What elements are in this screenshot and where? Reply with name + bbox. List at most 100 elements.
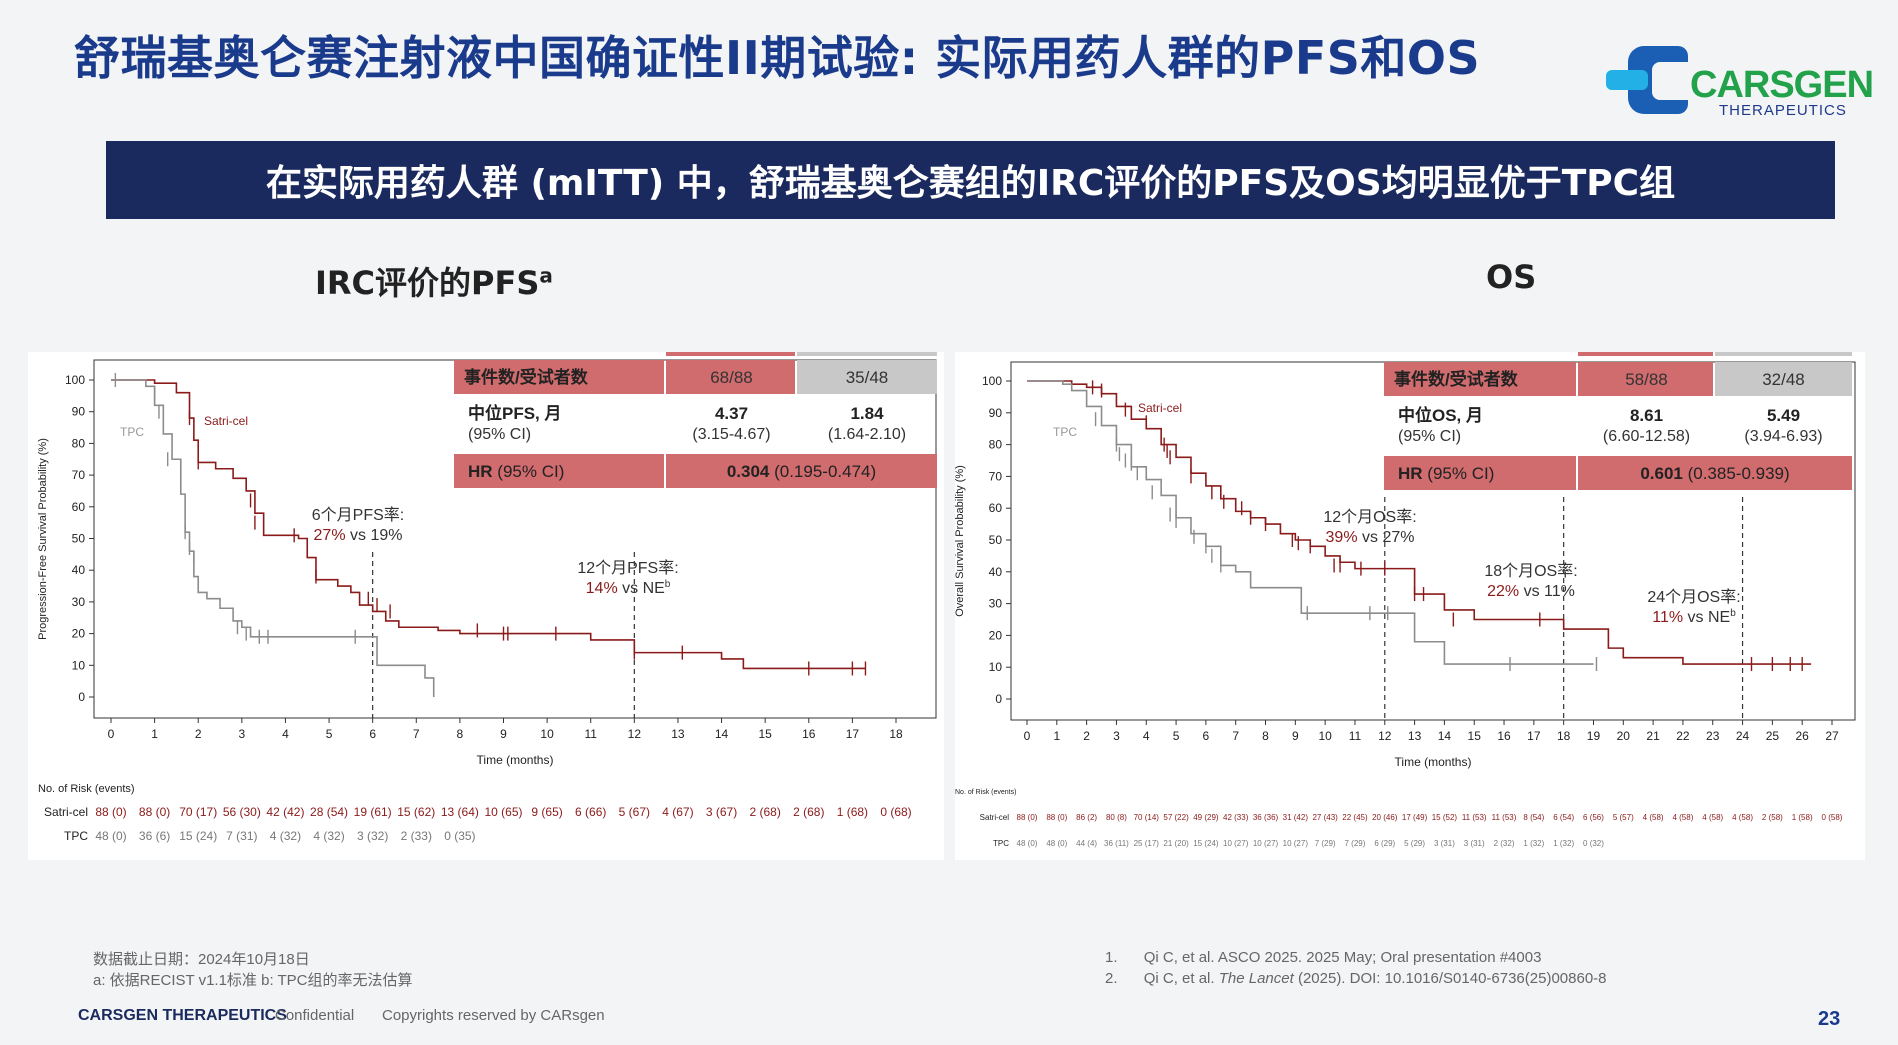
landmark-rate-values: 22% vs 11% <box>1487 583 1575 600</box>
table-row1-tpc-cell <box>1715 362 1852 396</box>
risk-value: 1 (68) <box>837 805 868 819</box>
risk-value: 4 (58) <box>1702 813 1723 822</box>
risk-value: 36 (6) <box>139 829 170 843</box>
risk-value: 7 (29) <box>1315 839 1336 848</box>
reference-2-authors: Qi C, et al. <box>1143 970 1219 987</box>
x-tick-label: 6 <box>1203 729 1210 743</box>
risk-value: 11 (53) <box>1492 813 1517 822</box>
x-tick-label: 23 <box>1706 729 1720 743</box>
risk-value: 17 (49) <box>1402 813 1428 822</box>
tpc-rate: 11% <box>1544 583 1575 600</box>
risk-value: 70 (17) <box>179 805 217 819</box>
table-row3-label: HR (95% CI) <box>468 462 564 481</box>
satri-cel-rate: 39% <box>1326 529 1358 546</box>
risk-row-label: TPC <box>993 839 1009 848</box>
page-number: 23 <box>1818 1008 1841 1030</box>
tpc-curve-label: TPC <box>120 425 144 439</box>
table-row2-satri: 8.61 <box>1630 406 1663 425</box>
x-tick-label: 20 <box>1617 729 1631 743</box>
table-header-tpc-cell <box>797 320 937 356</box>
risk-value: 7 (31) <box>226 829 257 843</box>
pfs-chart-heading: IRC评价的PFSa <box>315 263 553 302</box>
risk-value: 10 (27) <box>1283 839 1309 848</box>
x-tick-label: 26 <box>1796 729 1810 743</box>
y-tick-label: 50 <box>72 532 86 546</box>
risk-value: 10 (65) <box>484 805 522 819</box>
satri-cel-survival-curve <box>1027 380 1812 665</box>
y-tick-label: 40 <box>989 565 1003 579</box>
risk-value: 3 (31) <box>1464 839 1485 848</box>
x-tick-label: 15 <box>758 727 772 741</box>
x-tick-label: 2 <box>195 727 202 741</box>
x-tick-label: 1 <box>151 727 158 741</box>
pfs-chart-panel: 0 10 20 30 40 50 60 70 80 90 100 0 1 2 3 4 5 6 7 8 9 10 11 12 13… <box>28 320 944 860</box>
y-tick-label: 30 <box>989 597 1003 611</box>
y-tick-label: 0 <box>78 690 85 704</box>
risk-value: 4 (58) <box>1672 813 1693 822</box>
landmark-rate-values: 27% vs 19% <box>314 527 403 544</box>
y-tick-label: 100 <box>65 373 85 387</box>
table-row3-value-cell <box>666 454 937 488</box>
x-tick-label: 21 <box>1646 729 1660 743</box>
hr-ci-label: (95% CI) <box>493 462 565 481</box>
table-row1-label-cell <box>454 360 664 394</box>
risk-value: 8 (54) <box>1523 813 1544 822</box>
data-cutoff-note: 数据截止日期：2024年10月18日 <box>93 951 310 968</box>
risk-value: 4 (32) <box>313 829 344 843</box>
x-tick-label: 17 <box>1527 729 1541 743</box>
y-tick-label: 50 <box>989 533 1003 547</box>
risk-row-label: Satri-cel <box>980 813 1010 822</box>
x-tick-label: 0 <box>1024 729 1031 743</box>
risk-value: 3 (67) <box>706 805 737 819</box>
table-row2-sublabel: (95% CI) <box>468 426 531 443</box>
table-header-tpc-cell <box>1715 320 1852 356</box>
risk-value: 48 (0) <box>1017 839 1038 848</box>
vs-separator: vs <box>618 580 643 597</box>
vs-separator: vs <box>346 527 371 544</box>
risk-value: 10 (27) <box>1223 839 1249 848</box>
tpc-survival-curve <box>1027 380 1594 665</box>
risk-value: 21 (20) <box>1163 839 1189 848</box>
reference-1-text: Qi C, et al. ASCO 2025. 2025 May; Oral p… <box>1143 949 1542 966</box>
table-row2-label: 中位OS, 月 <box>1398 405 1483 425</box>
satri-cel-curve-label: Satri-cel <box>1138 401 1182 415</box>
y-axis-label: Progression-Free Survival Probability (%… <box>37 438 49 640</box>
x-tick-label: 13 <box>1408 729 1422 743</box>
landmark-rate-label: 18个月OS率: <box>1484 562 1577 580</box>
risk-value: 44 (4) <box>1076 839 1097 848</box>
x-tick-label: 16 <box>1497 729 1511 743</box>
x-axis-label: Time (months) <box>477 753 554 767</box>
reference-2-number: 2. <box>1105 970 1118 987</box>
logo-subtitle: THERAPEUTICS <box>1719 102 1847 119</box>
risk-value: 88 (0) <box>95 805 126 819</box>
risk-value: 20 (46) <box>1372 813 1398 822</box>
x-tick-label: 10 <box>540 727 554 741</box>
x-tick-label: 5 <box>1173 729 1180 743</box>
y-tick-label: 30 <box>72 595 86 609</box>
table-row1-tpc: 35/48 <box>846 368 889 387</box>
risk-value: 0 (35) <box>444 829 475 843</box>
risk-value: 4 (32) <box>270 829 301 843</box>
y-tick-label: 90 <box>72 405 86 419</box>
risk-value: 15 (62) <box>397 805 435 819</box>
x-tick-label: 18 <box>889 727 903 741</box>
hr-ci-value: (0.195-0.474) <box>769 462 876 481</box>
tpc-rate: NE <box>1708 609 1730 626</box>
satri-cel-survival-curve <box>111 379 866 670</box>
y-tick-label: 90 <box>989 406 1003 420</box>
risk-value: 4 (67) <box>662 805 693 819</box>
y-tick-label: 70 <box>989 469 1003 483</box>
y-tick-label: 80 <box>72 436 86 450</box>
copyright-label: Copyrights reserved by CARsgen <box>382 1007 605 1024</box>
landmark-rate-values: 39% vs 27% <box>1326 529 1415 546</box>
risk-value: 7 (29) <box>1345 839 1366 848</box>
risk-value: 88 (0) <box>1017 813 1038 822</box>
risk-value: 56 (30) <box>223 805 261 819</box>
satri-cel-curve-label: Satri-cel <box>204 414 248 428</box>
x-tick-label: 24 <box>1736 729 1750 743</box>
risk-value: 19 (61) <box>354 805 392 819</box>
x-tick-label: 3 <box>238 727 245 741</box>
risk-value: 25 (17) <box>1134 839 1160 848</box>
satri-cel-rate: 14% <box>586 580 618 597</box>
